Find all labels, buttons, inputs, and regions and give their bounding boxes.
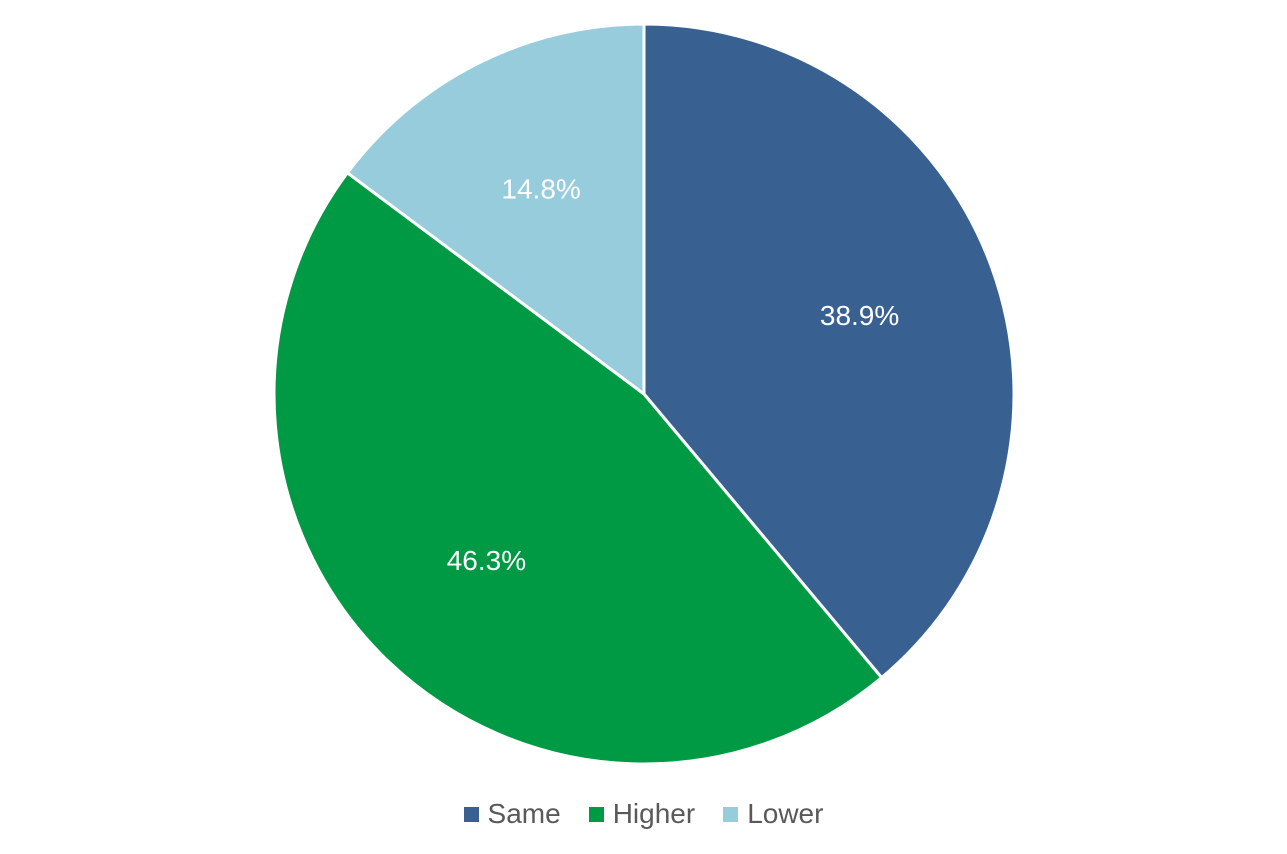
data-label-same: 38.9% (820, 300, 899, 331)
legend-label-lower: Lower (747, 798, 824, 829)
legend-label-higher: Higher (612, 798, 696, 829)
data-label-lower: 14.8% (501, 173, 580, 204)
pie-slices (272, 22, 1016, 766)
pie-slice-higher (272, 171, 884, 766)
pie-slice-lower (345, 22, 646, 396)
legend-item-same: Same (463, 798, 561, 829)
legend-item-higher: Higher (588, 798, 696, 829)
data-label-higher: 46.3% (447, 545, 526, 576)
legend-label-same: Same (487, 798, 561, 829)
pie-slice-same (642, 22, 1016, 680)
legend-swatch-same (463, 806, 479, 822)
legend-swatch-lower (723, 806, 739, 822)
pie-data-labels: 38.9% 46.3% 14.8% (447, 173, 900, 576)
chart-legend: Same Higher Lower (0, 794, 1287, 834)
legend-swatch-higher (588, 806, 604, 822)
legend-item-lower: Lower (723, 800, 823, 828)
